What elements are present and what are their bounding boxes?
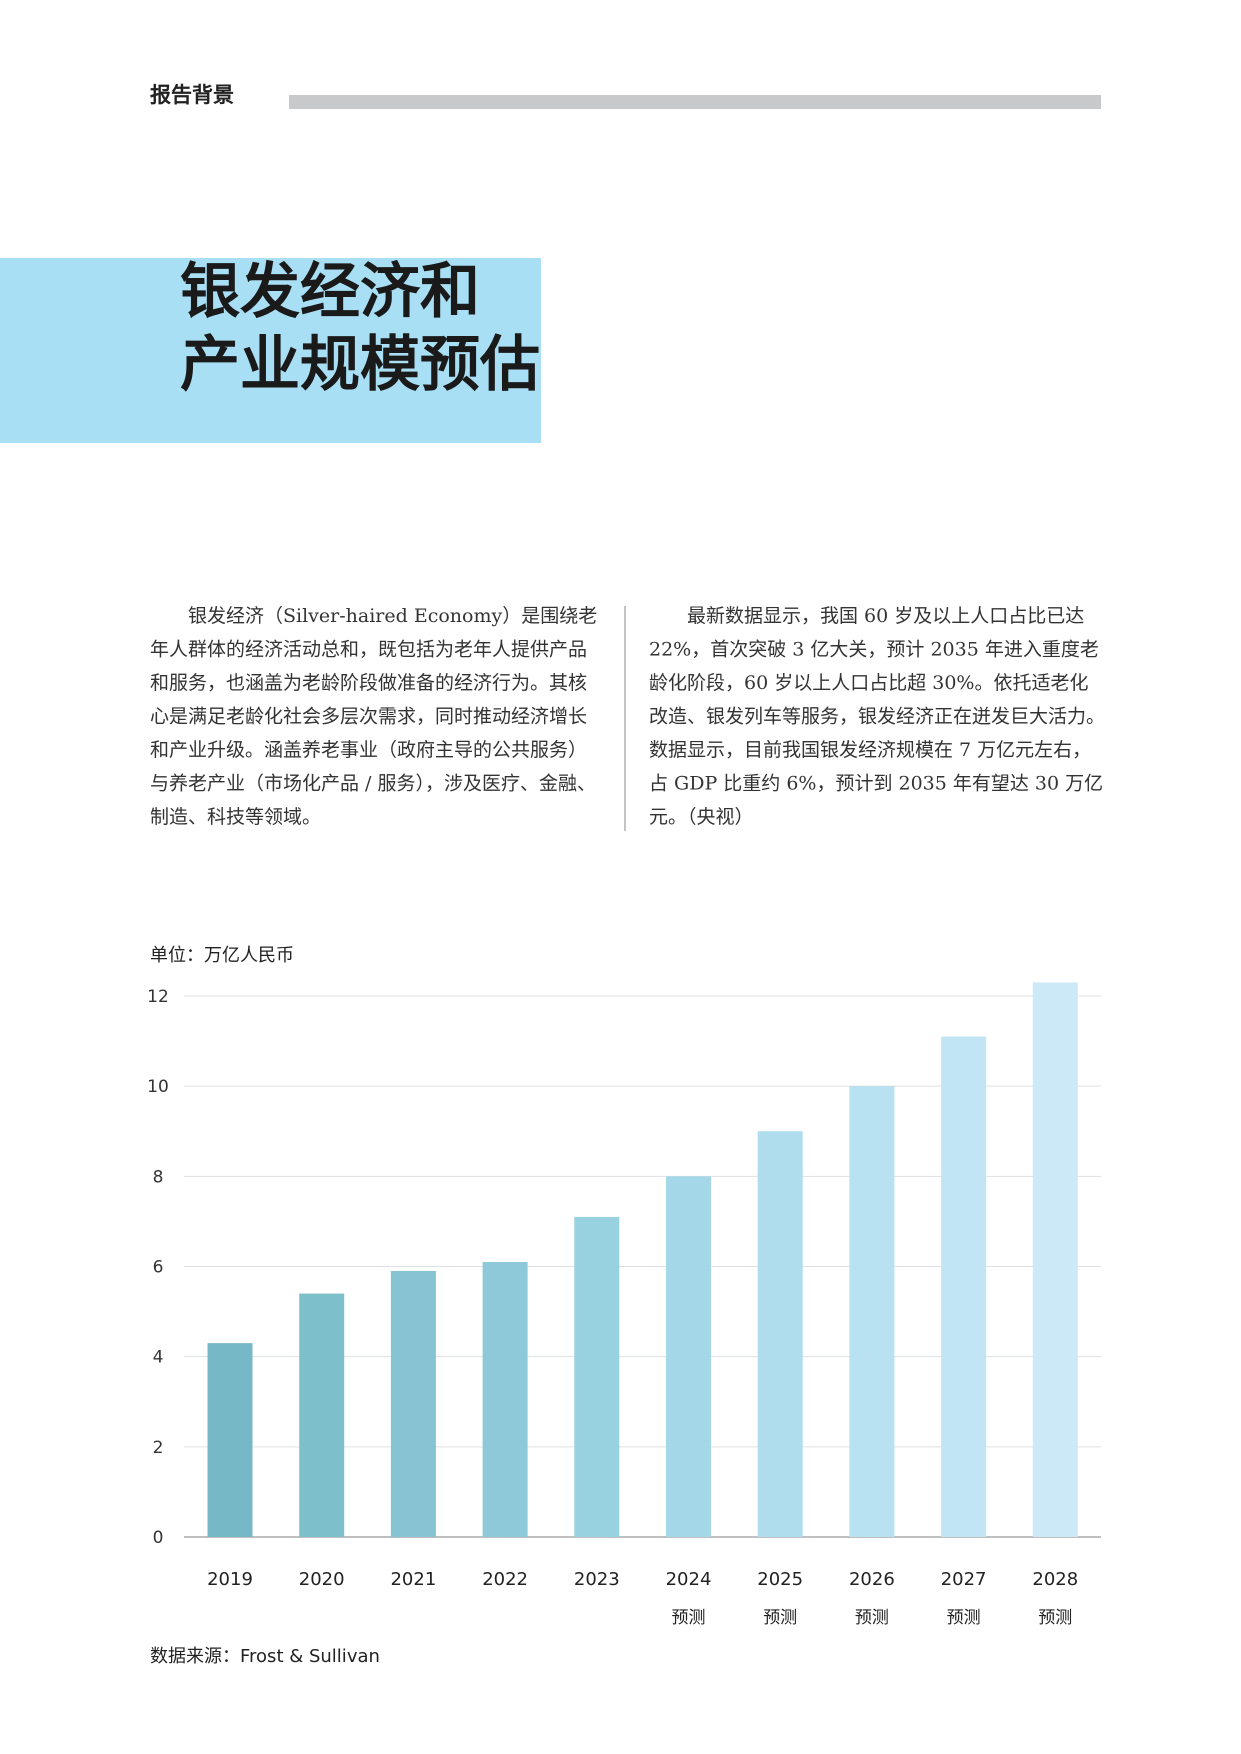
- paragraph-line: 制造、科技等领域。: [150, 806, 321, 828]
- x-tick-label: 2027: [941, 1569, 987, 1590]
- bar: [1032, 982, 1078, 1537]
- paragraph-line: 数据显示，目前我国银发经济规模在 7 万亿元左右，: [649, 739, 1091, 761]
- bar: [299, 1293, 345, 1537]
- bar: [941, 1036, 987, 1537]
- source: 数据来源：Frost & Sullivan: [150, 1646, 380, 1667]
- unit-label: 单位：万亿人民币: [150, 945, 294, 966]
- bar: [574, 1216, 620, 1537]
- bar: [207, 1343, 253, 1537]
- bar: [482, 1261, 528, 1537]
- paragraph-line: 银发经济（Silver-haired Economy）是围绕老: [188, 605, 597, 627]
- x-tick-note: 预测: [855, 1608, 889, 1628]
- paragraph-line: 龄化阶段，60 岁以上人口占比超 30%。依托适老化: [649, 672, 1089, 694]
- paragraph-line: 和产业升级。涵盖养老事业（政府主导的公共服务）: [150, 739, 587, 761]
- x-tick-label: 2028: [1032, 1569, 1078, 1590]
- bar: [849, 1086, 895, 1537]
- y-tick-label: 2: [153, 1438, 164, 1458]
- paragraph-line: 年人群体的经济活动总和，既包括为老年人提供产品: [150, 639, 587, 661]
- x-tick-label: 2025: [757, 1569, 803, 1590]
- y-tick-label: 8: [153, 1167, 164, 1187]
- x-tick-label: 2024: [666, 1569, 712, 1590]
- section-header: 报告背景: [150, 82, 234, 107]
- y-tick-label: 0: [153, 1528, 164, 1548]
- bar: [390, 1271, 436, 1537]
- header-bar: [289, 95, 1101, 109]
- paragraph-line: 和服务，也涵盖为老龄阶段做准备的经济行为。其核: [150, 672, 587, 694]
- y-tick-label: 10: [147, 1077, 169, 1097]
- content: 银发经济（Silver-haired Economy）是围绕老年人群体的经济活动…: [147, 605, 1105, 1667]
- x-tick-label: 2022: [482, 1569, 528, 1590]
- x-tick-note: 预测: [947, 1608, 981, 1628]
- bar: [666, 1176, 711, 1537]
- paragraph-line: 心是满足老龄化社会多层次需求，同时推动经济增长: [150, 706, 587, 728]
- title-line: 银发经济和: [180, 257, 480, 327]
- paragraph-line: 与养老产业（市场化产品 / 服务），涉及医疗、金融、: [150, 773, 596, 795]
- x-tick-note: 预测: [763, 1608, 797, 1628]
- paragraph-line: 改造、银发列车等服务，银发经济正在迸发巨大活力。: [649, 706, 1105, 728]
- x-tick-note: 预测: [672, 1608, 706, 1628]
- paragraph-line: 22%，首次突破 3 亿大关，预计 2035 年进入重度老: [649, 639, 1099, 661]
- x-tick-note: 预测: [1038, 1608, 1072, 1628]
- x-tick-label: 2023: [574, 1569, 620, 1590]
- paragraph-line: 占 GDP 比重约 6%，预计到 2035 年有望达 30 万亿: [649, 773, 1103, 795]
- x-tick-label: 2020: [299, 1569, 345, 1590]
- y-tick-label: 4: [153, 1348, 164, 1368]
- paragraph-line: 最新数据显示，我国 60 岁及以上人口占比已达: [687, 605, 1084, 627]
- x-tick-label: 2026: [849, 1569, 895, 1590]
- x-tick-label: 2021: [390, 1569, 436, 1590]
- y-tick-label: 12: [147, 987, 169, 1007]
- paragraph-line: 元。（央视）: [649, 806, 754, 828]
- x-tick-label: 2019: [207, 1569, 253, 1590]
- title-box: [0, 258, 541, 443]
- bar: [757, 1131, 803, 1537]
- y-tick-label: 6: [153, 1258, 164, 1278]
- title-line: 产业规模预估: [180, 330, 540, 400]
